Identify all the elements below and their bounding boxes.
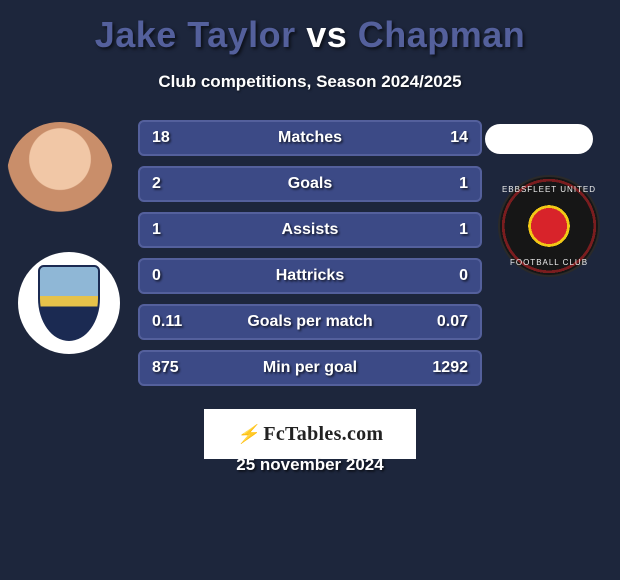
title-vs: vs bbox=[306, 14, 347, 55]
stat-row: 1Assists1 bbox=[138, 212, 482, 248]
stat-value-right: 0 bbox=[459, 267, 468, 285]
stat-value-right: 14 bbox=[450, 129, 468, 147]
watermark-badge: ⚡ FcTables.com bbox=[204, 409, 416, 459]
subtitle: Club competitions, Season 2024/2025 bbox=[0, 72, 620, 92]
title-player1: Jake Taylor bbox=[95, 14, 296, 55]
player1-avatar bbox=[7, 122, 113, 228]
player2-avatar bbox=[485, 124, 593, 154]
stat-value-left: 18 bbox=[152, 129, 170, 147]
stat-value-right: 1 bbox=[459, 221, 468, 239]
stat-value-left: 0 bbox=[152, 267, 161, 285]
stat-value-left: 2 bbox=[152, 175, 161, 193]
stat-label: Assists bbox=[140, 221, 480, 239]
player1-club-badge bbox=[18, 252, 120, 354]
comparison-title: Jake Taylor vs Chapman bbox=[0, 0, 620, 56]
stat-row: 18Matches14 bbox=[138, 120, 482, 156]
stat-row: 875Min per goal1292 bbox=[138, 350, 482, 386]
stat-row: 0Hattricks0 bbox=[138, 258, 482, 294]
stat-value-left: 1 bbox=[152, 221, 161, 239]
stat-row: 0.11Goals per match0.07 bbox=[138, 304, 482, 340]
stat-value-left: 0.11 bbox=[152, 313, 182, 331]
stat-label: Hattricks bbox=[140, 267, 480, 285]
watermark-text: FcTables.com bbox=[263, 423, 383, 446]
stats-bars: 18Matches142Goals11Assists10Hattricks00.… bbox=[138, 120, 482, 396]
stat-label: Min per goal bbox=[140, 359, 480, 377]
stat-label: Goals bbox=[140, 175, 480, 193]
player2-club-badge: EBBSFLEET UNITED FOOTBALL CLUB bbox=[498, 175, 600, 277]
stat-value-right: 0.07 bbox=[437, 313, 468, 331]
stat-value-right: 1292 bbox=[432, 359, 468, 377]
title-player2: Chapman bbox=[358, 14, 526, 55]
stat-row: 2Goals1 bbox=[138, 166, 482, 202]
watermark-icon: ⚡ bbox=[237, 424, 260, 445]
stat-label: Goals per match bbox=[140, 313, 480, 331]
stat-value-left: 875 bbox=[152, 359, 179, 377]
stat-label: Matches bbox=[140, 129, 480, 147]
stat-value-right: 1 bbox=[459, 175, 468, 193]
snapshot-date: 25 november 2024 bbox=[0, 455, 620, 475]
